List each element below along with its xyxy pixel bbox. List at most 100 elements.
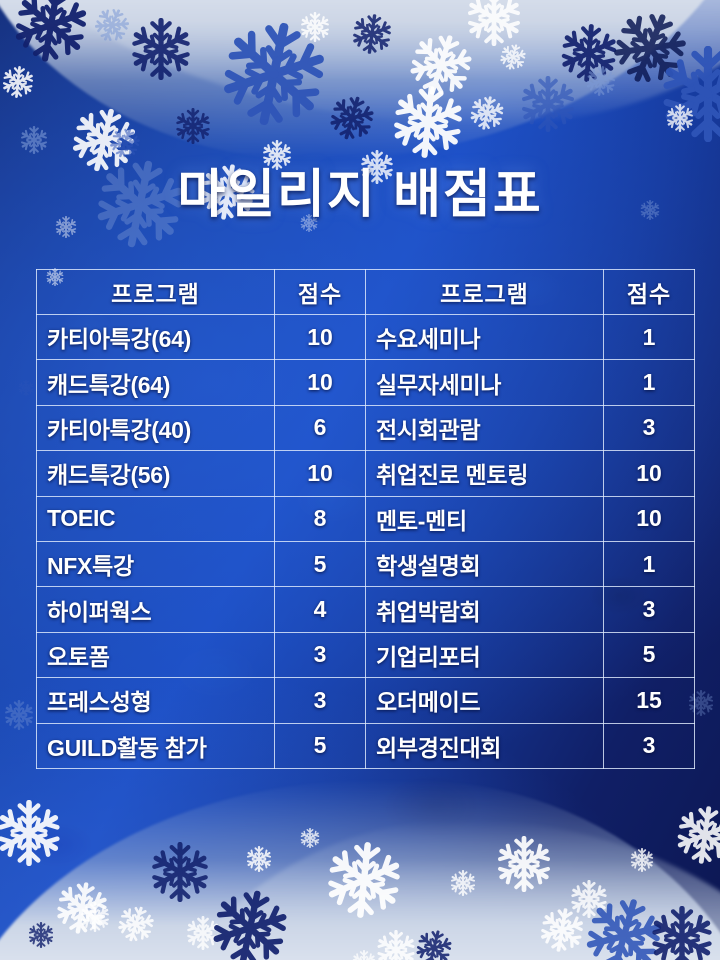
cell-score-left: 10 xyxy=(274,450,366,497)
snowflake-icon xyxy=(205,883,295,960)
snowflake-icon xyxy=(196,160,261,225)
column-header-score-right: 점수 xyxy=(603,269,695,315)
cell-program-right: 학생설명회 xyxy=(365,540,604,588)
snowflake-icon xyxy=(8,0,94,68)
cell-program-left: 카티아특강(64) xyxy=(36,313,275,361)
cell-program-left: NFX특강 xyxy=(36,540,275,588)
snowflake-icon xyxy=(4,700,34,730)
snowflake-icon xyxy=(325,91,379,145)
cell-program-right: 멘토-멘티 xyxy=(365,495,604,542)
mileage-score-table-container: 프로그램 점수 프로그램 점수 카티아특강(64) 10 수요세미나 1 캐드특강(64… xyxy=(36,269,695,770)
table-row: 캐드특강(56) 10 취업진로 멘토링 10 xyxy=(36,450,695,497)
cell-program-left: 하이퍼웍스 xyxy=(36,586,275,633)
snowflake-icon xyxy=(467,93,507,133)
snowflake-icon xyxy=(402,26,480,104)
snowflake-icon xyxy=(212,12,335,135)
snowflake-icon xyxy=(300,12,330,42)
snowflake-icon xyxy=(577,889,671,960)
cell-score-right: 3 xyxy=(603,404,695,452)
table-row: 오토폼 3 기업리포터 5 xyxy=(36,631,695,679)
table-row: 프레스성형 3 오더메이드 15 xyxy=(36,677,695,724)
snowflake-icon xyxy=(300,828,320,848)
cell-score-left: 8 xyxy=(274,495,366,542)
cell-score-left: 5 xyxy=(274,722,366,770)
snowflake-icon xyxy=(388,82,467,161)
snowflake-icon xyxy=(349,11,394,56)
snowflake-icon xyxy=(28,922,54,948)
snowflake-icon xyxy=(466,0,522,46)
column-header-program-left: 프로그램 xyxy=(36,269,275,315)
cell-score-right: 1 xyxy=(603,359,695,406)
snowflake-icon xyxy=(322,838,406,922)
cell-program-right: 취업진로 멘토링 xyxy=(365,450,604,497)
table-header-row: 프로그램 점수 프로그램 점수 xyxy=(36,269,695,315)
snowflake-icon xyxy=(537,905,588,956)
snowflake-icon xyxy=(246,846,272,872)
snowflake-icon xyxy=(650,906,714,960)
cell-score-left: 3 xyxy=(274,631,366,679)
snowflake-icon xyxy=(630,848,654,872)
page-title: 마일리지 배점표 xyxy=(177,166,543,224)
cell-program-left: 프레스성형 xyxy=(36,677,275,724)
cell-program-left: 카티아특강(40) xyxy=(36,404,275,452)
table-row: NFX특강 5 학생설명회 1 xyxy=(36,540,695,588)
cell-score-right: 1 xyxy=(603,540,695,588)
snowflake-icon xyxy=(450,870,476,896)
snowflake-icon xyxy=(660,46,720,142)
snowflake-icon xyxy=(20,126,48,154)
snowflake-icon xyxy=(55,216,77,238)
snowflake-icon xyxy=(496,836,552,892)
cell-score-left: 10 xyxy=(274,313,366,361)
snowflake-icon xyxy=(18,380,34,396)
mileage-score-table: 프로그램 점수 프로그램 점수 카티아특강(64) 10 수요세미나 1 캐드특강(64… xyxy=(36,269,695,770)
snowflake-icon xyxy=(113,901,158,946)
cell-program-left: 캐드특강(56) xyxy=(36,450,275,497)
cell-score-left: 5 xyxy=(274,540,366,588)
cell-program-right: 수요세미나 xyxy=(365,313,604,361)
snowflake-icon xyxy=(0,64,35,99)
table-body: 카티아특강(64) 10 수요세미나 1 캐드특강(64) 10 실무자세미나 1 카티아특강(… xyxy=(36,313,695,770)
cell-score-right: 5 xyxy=(603,631,695,679)
cell-program-right: 실무자세미나 xyxy=(365,359,604,406)
cell-program-right: 외부경진대회 xyxy=(365,722,604,770)
snowflake-icon xyxy=(520,76,576,132)
cell-score-left: 10 xyxy=(274,359,366,406)
snowflake-icon xyxy=(150,842,210,902)
table-row: 카티아특강(64) 10 수요세미나 1 xyxy=(36,313,695,361)
snowflake-icon xyxy=(412,926,456,960)
snowflake-icon xyxy=(89,2,134,47)
cell-program-left: 오토폼 xyxy=(36,631,275,679)
cell-program-left: GUILD활동 참가 xyxy=(36,722,275,770)
table-row: 하이퍼웍스 4 취업박람회 3 xyxy=(36,586,695,633)
snowflake-icon xyxy=(584,64,618,98)
snowflake-icon xyxy=(80,902,110,932)
snowflake-icon xyxy=(175,108,211,144)
snowflake-icon xyxy=(558,22,621,85)
cell-program-right: 오더메이드 xyxy=(365,677,604,724)
table-row: GUILD활동 참가 5 외부경진대회 3 xyxy=(36,722,695,770)
snowflake-icon xyxy=(376,930,416,960)
snowflake-icon xyxy=(497,41,529,73)
cell-score-right: 10 xyxy=(603,450,695,497)
snowflake-icon xyxy=(360,150,394,184)
snowflake-icon xyxy=(300,214,318,232)
snowflake-icon xyxy=(65,101,143,179)
snowflake-icon xyxy=(130,18,192,80)
snowflake-icon xyxy=(0,800,62,866)
snowflake-icon xyxy=(106,124,144,162)
snowflake-icon xyxy=(603,1,697,95)
cell-score-right: 15 xyxy=(603,677,695,724)
cell-score-right: 3 xyxy=(603,722,695,770)
cell-program-right: 전시회관람 xyxy=(365,404,604,452)
column-header-program-right: 프로그램 xyxy=(365,269,604,315)
cell-program-left: 캐드특강(64) xyxy=(36,359,275,406)
cell-score-left: 4 xyxy=(274,586,366,633)
snowflake-icon xyxy=(88,152,192,256)
cell-score-left: 6 xyxy=(274,404,366,452)
cell-program-left: TOEIC xyxy=(36,495,275,542)
snowflake-icon xyxy=(640,200,660,220)
snowflake-icon xyxy=(688,690,714,716)
cell-program-right: 취업박람회 xyxy=(365,586,604,633)
snowflake-icon xyxy=(352,950,376,960)
